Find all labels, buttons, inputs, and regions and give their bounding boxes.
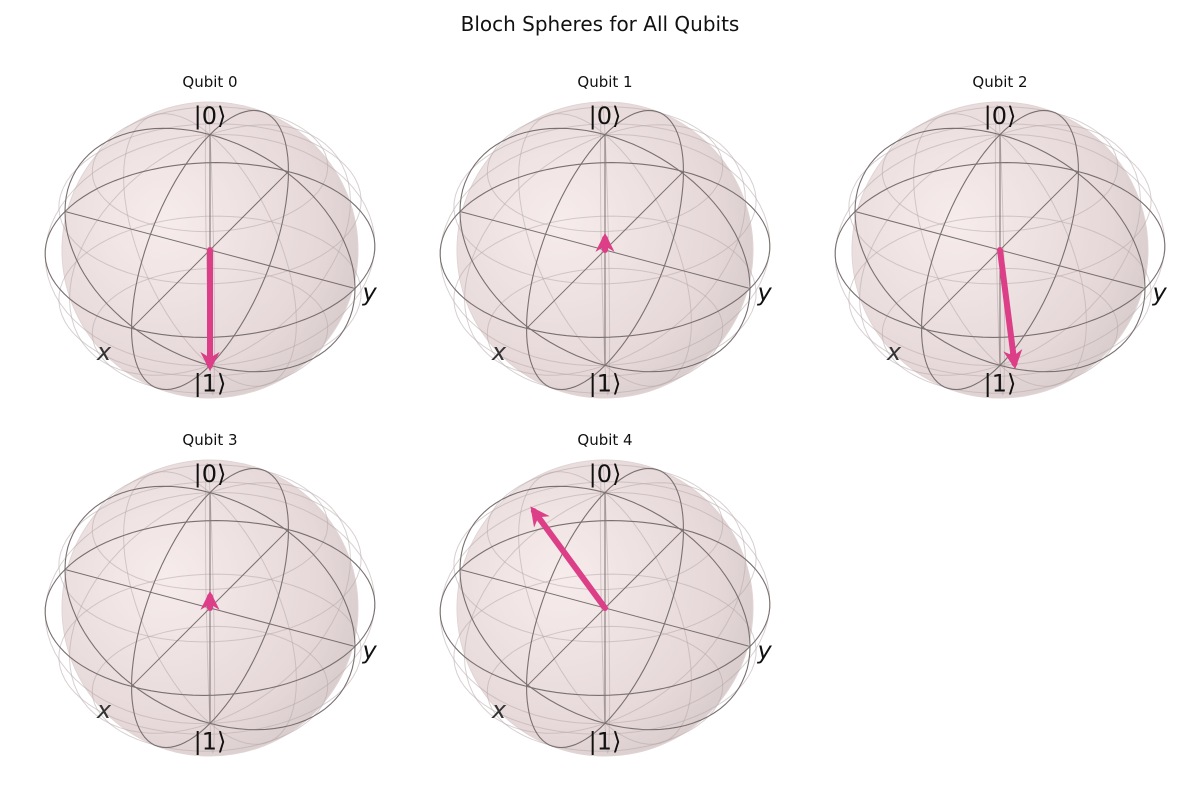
state-vector-arrow [997,247,1023,370]
ket-zero-label: |0⟩ [984,102,1017,130]
subplot-title: Qubit 0 [182,73,237,91]
subplot-title: Qubit 2 [972,73,1027,91]
state-vector-arrow [530,506,608,611]
ket-zero-label: |0⟩ [194,102,227,130]
x-axis-label: x [886,338,902,366]
bloch-sphere-qubit-3: |0⟩ Qubit 3 |1⟩ x y [44,431,377,757]
ket-zero-label: |0⟩ [194,460,227,488]
ket-one-label: |1⟩ [984,370,1017,398]
ket-zero-label: |0⟩ [589,102,622,130]
subplot-title: Qubit 4 [577,431,632,449]
ket-one-label: |1⟩ [194,370,227,398]
y-axis-label: y [1151,278,1167,306]
y-axis-label: y [756,636,772,664]
x-axis-label: x [96,696,112,724]
bloch-sphere-qubit-2: |0⟩ Qubit 2 |1⟩ x y [834,73,1167,399]
subplot-title: Qubit 3 [182,431,237,449]
x-axis-label: x [491,696,507,724]
bloch-sphere-qubit-1: |0⟩ Qubit 1 |1⟩ x y [439,73,772,399]
y-axis-label: y [361,278,377,306]
ket-one-label: |1⟩ [589,370,622,398]
ket-zero-label: |0⟩ [589,460,622,488]
x-axis-label: x [96,338,112,366]
y-axis-label: y [361,636,377,664]
y-axis-label: y [756,278,772,306]
x-axis-label: x [491,338,507,366]
figure-title: Bloch Spheres for All Qubits [460,12,740,36]
subplot-title: Qubit 1 [577,73,632,91]
bloch-sphere-qubit-0: |0⟩ Qubit 0 |1⟩ x y [44,73,377,399]
ket-one-label: |1⟩ [194,728,227,756]
ket-one-label: |1⟩ [589,728,622,756]
bloch-sphere-qubit-4: |0⟩ Qubit 4 |1⟩ x y [439,431,772,757]
